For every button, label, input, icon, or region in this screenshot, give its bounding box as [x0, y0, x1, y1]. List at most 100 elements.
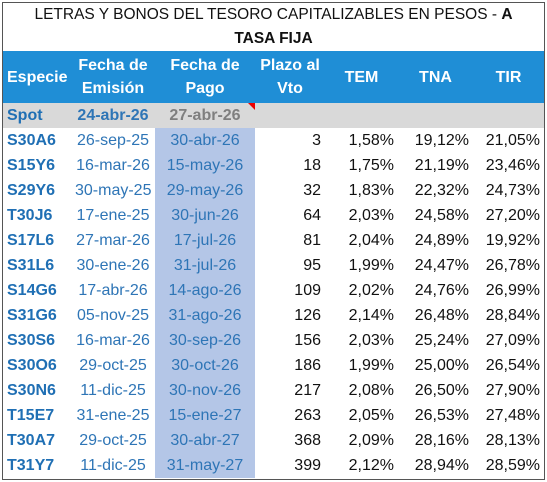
- cell: 15-may-26: [155, 153, 255, 178]
- column-header: Fecha de Emisión: [71, 51, 155, 103]
- cell: 31-may-27: [155, 453, 255, 478]
- cell: 23,46%: [485, 156, 540, 174]
- cell: 30-abr-26: [155, 128, 255, 153]
- cell: 30-jun-26: [155, 203, 255, 228]
- cell: 29-oct-25: [79, 356, 147, 374]
- row: S31G6 05-nov-25 31-ago-26 126 2,14% 26,48% 28,…: [3, 303, 544, 328]
- cell: S15Y6: [7, 156, 56, 174]
- cell: 1,99%: [348, 356, 394, 374]
- cell: 28,16%: [414, 431, 469, 449]
- cell: 81: [303, 231, 321, 249]
- cell: 19,12%: [414, 131, 469, 149]
- cell: 32: [303, 181, 321, 199]
- cell: 24,47%: [414, 256, 469, 274]
- cell: 2,05%: [348, 406, 394, 424]
- cell: 24,73%: [485, 181, 540, 199]
- cell: 26,54%: [485, 356, 540, 374]
- column-header: TNA: [398, 51, 473, 103]
- spot-cell: 24-abr-26: [71, 103, 155, 128]
- cell: 27,20%: [485, 206, 540, 224]
- title-text: LETRAS Y BONOS DEL TESORO CAPITALIZABLES…: [34, 6, 502, 23]
- cell: 31-ago-26: [155, 303, 255, 328]
- row: S30S6 16-mar-26 30-sep-26 156 2,03% 25,24% 27,…: [3, 328, 544, 353]
- row: S30A6 26-sep-25 30-abr-26 3 1,58% 19,12% 21,05…: [3, 128, 544, 153]
- cell: 14-ago-26: [155, 278, 255, 303]
- cell: 156: [294, 331, 321, 349]
- cell: 30-may-25: [75, 181, 152, 199]
- row: S31L6 30-ene-26 31-jul-26 95 1,99% 24,47% 26,7…: [3, 253, 544, 278]
- cell: 95: [303, 256, 321, 274]
- cell: 26,99%: [485, 281, 540, 299]
- spot-empty: [473, 103, 544, 128]
- cell: 30-nov-26: [155, 378, 255, 403]
- row: T30A7 29-oct-25 30-abr-27 368 2,09% 28,16% 28,…: [3, 428, 544, 453]
- cell: 26-sep-25: [76, 131, 150, 149]
- cell: 2,02%: [348, 281, 394, 299]
- cell: 1,58%: [348, 131, 394, 149]
- row: T30J6 17-ene-25 30-jun-26 64 2,03% 24,58% 27,2…: [3, 203, 544, 228]
- cell: 30-ene-26: [76, 256, 150, 274]
- cell: 17-ene-25: [76, 206, 150, 224]
- cell: T31Y7: [7, 456, 55, 474]
- spot-row: Spot 24-abr-26 27-abr-26: [3, 103, 544, 128]
- cell: 3: [312, 131, 321, 149]
- column-header: TIR: [473, 51, 544, 103]
- cell: 11-dic-25: [80, 456, 146, 474]
- spot-cell: Spot: [3, 103, 71, 128]
- cell: 16-mar-26: [76, 156, 150, 174]
- cell: 24,76%: [414, 281, 469, 299]
- row: S17L6 27-mar-26 17-jul-26 81 2,04% 24,89% 19,9…: [3, 228, 544, 253]
- cell: 30-oct-26: [155, 353, 255, 378]
- table: Especie Fecha de Emisión Fecha de Pago Plaz…: [3, 51, 544, 478]
- cell: 15-ene-27: [155, 403, 255, 428]
- cell: 26,78%: [485, 256, 540, 274]
- cell: 17-jul-26: [155, 228, 255, 253]
- cell: 26,48%: [414, 306, 469, 324]
- cell: 2,08%: [348, 381, 394, 399]
- spot-empty: [255, 103, 325, 128]
- cell: 2,14%: [348, 306, 394, 324]
- row: S14G6 17-abr-26 14-ago-26 109 2,02% 24,76% 26,…: [3, 278, 544, 303]
- row: S30O6 29-oct-25 30-oct-26 186 1,99% 25,00% 26,…: [3, 353, 544, 378]
- cell: 27,90%: [485, 381, 540, 399]
- cell: 263: [294, 406, 321, 424]
- row: S15Y6 16-mar-26 15-may-26 18 1,75% 21,19% 23,4…: [3, 153, 544, 178]
- cell: 18: [303, 156, 321, 174]
- cell: 22,32%: [414, 181, 469, 199]
- cell: 16-mar-26: [76, 331, 150, 349]
- cell: 2,03%: [348, 206, 394, 224]
- cell: 399: [294, 456, 321, 474]
- cell: 2,04%: [348, 231, 394, 249]
- column-header: Especie: [3, 51, 71, 103]
- cell: 2,12%: [348, 456, 394, 474]
- cell: 31-ene-25: [76, 406, 150, 424]
- cell: T30J6: [7, 206, 53, 224]
- cell: 30-abr-27: [155, 428, 255, 453]
- column-header: Plazo al Vto: [255, 51, 325, 103]
- cell: 2,03%: [348, 331, 394, 349]
- cell: 21,19%: [414, 156, 469, 174]
- cell: 26,53%: [414, 406, 469, 424]
- cell: 11-dic-25: [80, 381, 146, 399]
- cell: 109: [294, 281, 321, 299]
- cell: S29Y6: [7, 181, 56, 199]
- cell: 368: [294, 431, 321, 449]
- row: T15E7 31-ene-25 15-ene-27 263 2,05% 26,53% 27,…: [3, 403, 544, 428]
- cell: S30A6: [7, 131, 56, 149]
- cell: 29-may-26: [155, 178, 255, 203]
- cell: 28,94%: [414, 456, 469, 474]
- cell: T15E7: [7, 406, 55, 424]
- cell: 1,83%: [348, 181, 394, 199]
- cell: 1,99%: [348, 256, 394, 274]
- cell: 19,92%: [485, 231, 540, 249]
- table-body: Spot 24-abr-26 27-abr-26 S30A6 26-sep-25 30-a…: [3, 103, 544, 478]
- cell: S31G6: [7, 306, 57, 324]
- cell: 64: [303, 206, 321, 224]
- cell: 25,24%: [414, 331, 469, 349]
- cell: S14G6: [7, 281, 57, 299]
- cell: S31L6: [7, 256, 55, 274]
- cell: 29-oct-25: [79, 431, 147, 449]
- cell: 24,58%: [414, 206, 469, 224]
- cell: 27-mar-26: [76, 231, 150, 249]
